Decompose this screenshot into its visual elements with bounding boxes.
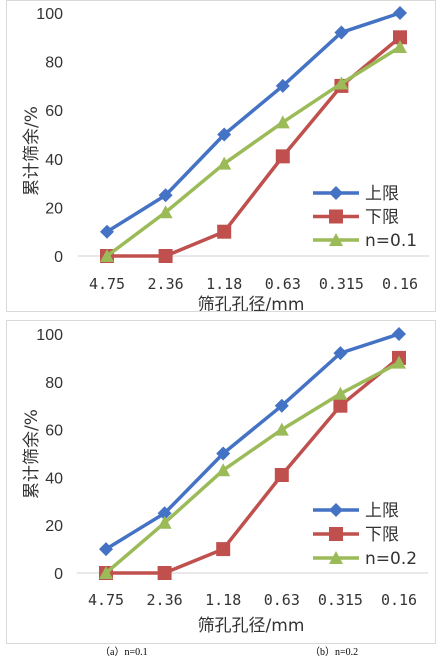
data-point-b-1 [333, 398, 348, 413]
legend-label-b-2: n=0.2 [365, 549, 417, 569]
series-line-b-0 [105, 332, 400, 551]
data-point-a-1 [275, 149, 290, 164]
y-tick-label-a: 100 [36, 6, 63, 23]
legend-item-a-2: n=0.1 [313, 231, 417, 251]
data-point-a-2 [217, 156, 232, 170]
data-point-a-0 [100, 224, 114, 239]
x-tick-label-b: 0.16 [381, 591, 417, 609]
y-tick-label-a: 0 [54, 249, 63, 266]
legend-marker-b-0 [329, 503, 343, 517]
legend-label-b-1: 下限 [365, 525, 399, 545]
legend-marker-a-1 [329, 209, 343, 224]
y-tick-label-a: 20 [45, 200, 63, 217]
legend-marker-a-2 [329, 233, 343, 246]
data-point-b-2 [99, 566, 113, 579]
legend-label-a-0: 上限 [365, 184, 399, 204]
x-tick-label-b: 0.63 [264, 591, 300, 609]
y-tick-label-b: 100 [36, 327, 63, 344]
legend-marker-b-2 [329, 551, 343, 564]
series-a-2 [100, 40, 407, 262]
y-tick-label-a: 40 [45, 152, 63, 169]
series-line-b-1 [106, 356, 401, 575]
x-tick-label-b: 0.315 [318, 591, 363, 609]
legend-label-a-2: n=0.1 [365, 231, 417, 251]
data-point-a-2 [275, 115, 290, 129]
legend-label-b-0: 上限 [365, 501, 399, 521]
data-point-a-1 [158, 249, 173, 263]
series-b-0 [99, 327, 406, 557]
legend-marker-a-0 [329, 186, 343, 200]
x-axis-title-a: 筛孔孔径/mm [198, 295, 305, 311]
data-point-a-2 [158, 205, 173, 219]
data-point-b-0 [274, 398, 289, 413]
y-tick-label-a: 60 [45, 103, 63, 120]
data-point-a-2 [393, 40, 407, 54]
legend-item-a-1: 下限 [313, 208, 399, 228]
chart-panel-a: 0 20 40 60 80 100 4.75 2.36 1.18 0.63 0.315 0.16 筛孔孔… [6, 0, 436, 312]
y-tick-label-b: 0 [54, 566, 63, 583]
series-line-a-2 [105, 45, 401, 258]
data-point-b-2 [333, 386, 348, 400]
series-line-a-0 [106, 11, 401, 234]
chart-a-svg: 0 20 40 60 80 100 4.75 2.36 1.18 0.63 0.315 0.16 筛孔孔… [22, 6, 430, 311]
legend-item-b-2: n=0.2 [313, 549, 417, 569]
data-point-b-0 [157, 506, 172, 521]
data-point-b-0 [333, 346, 348, 361]
data-point-b-0 [392, 327, 406, 341]
x-tick-label-a: 4.75 [89, 275, 125, 293]
series-line-b-2 [104, 361, 400, 575]
data-point-a-0 [217, 127, 232, 142]
x-axis-title-b: 筛孔孔径/mm [198, 616, 305, 636]
x-tick-label-a: 0.16 [382, 275, 418, 293]
legend-item-b-0: 上限 [313, 501, 399, 521]
x-tick-label-a: 2.36 [148, 275, 184, 293]
data-point-a-2 [334, 76, 349, 90]
x-tick-label-b: 2.36 [147, 591, 183, 609]
data-point-b-0 [216, 446, 231, 461]
data-point-a-0 [334, 25, 349, 40]
y-tick-label-b: 60 [45, 423, 63, 440]
data-point-b-1 [216, 542, 231, 557]
x-tick-label-a: 0.63 [265, 275, 301, 293]
data-point-a-0 [158, 188, 173, 203]
data-point-a-1 [217, 224, 232, 239]
caption-b: （b）n=0.2 [310, 647, 359, 658]
x-tick-label-a: 0.315 [319, 275, 364, 293]
x-tick-label-a: 1.18 [206, 275, 242, 293]
data-point-b-1 [157, 566, 172, 580]
data-point-b-2 [157, 515, 172, 529]
data-point-b-0 [99, 542, 113, 557]
legend-item-b-1: 下限 [313, 525, 399, 545]
y-tick-label-b: 40 [45, 470, 63, 487]
data-point-a-0 [393, 6, 407, 20]
caption-a: （a）n=0.1 [100, 647, 148, 658]
legend-item-a-0: 上限 [313, 184, 399, 204]
y-tick-label-a: 80 [45, 55, 63, 72]
legend-label-a-1: 下限 [365, 208, 399, 228]
chart-b-svg: 0 20 40 60 80 100 4.75 2.36 1.18 0.63 0.315 0.16 筛孔孔… [22, 327, 429, 636]
series-a-0 [100, 6, 407, 239]
y-tick-label-b: 80 [45, 375, 63, 392]
data-point-a-2 [100, 249, 114, 262]
data-point-b-2 [392, 355, 406, 369]
y-axis-title-a: 累计筛余/% [22, 106, 42, 196]
data-point-a-1 [393, 30, 407, 45]
y-tick-label-b: 20 [45, 518, 63, 535]
data-point-b-1 [274, 468, 289, 483]
series-b-2 [99, 355, 406, 579]
data-point-a-0 [275, 78, 290, 93]
legend-marker-b-1 [329, 527, 343, 541]
data-point-b-2 [274, 422, 289, 436]
x-tick-label-b: 4.75 [88, 591, 124, 609]
chart-panel-b: 0 20 40 60 80 100 4.75 2.36 1.18 0.63 0.315 0.16 筛孔孔… [6, 320, 436, 644]
x-tick-label-b: 1.18 [205, 591, 241, 609]
data-point-b-2 [216, 463, 231, 477]
y-axis-title-b: 累计筛余/% [22, 409, 42, 499]
